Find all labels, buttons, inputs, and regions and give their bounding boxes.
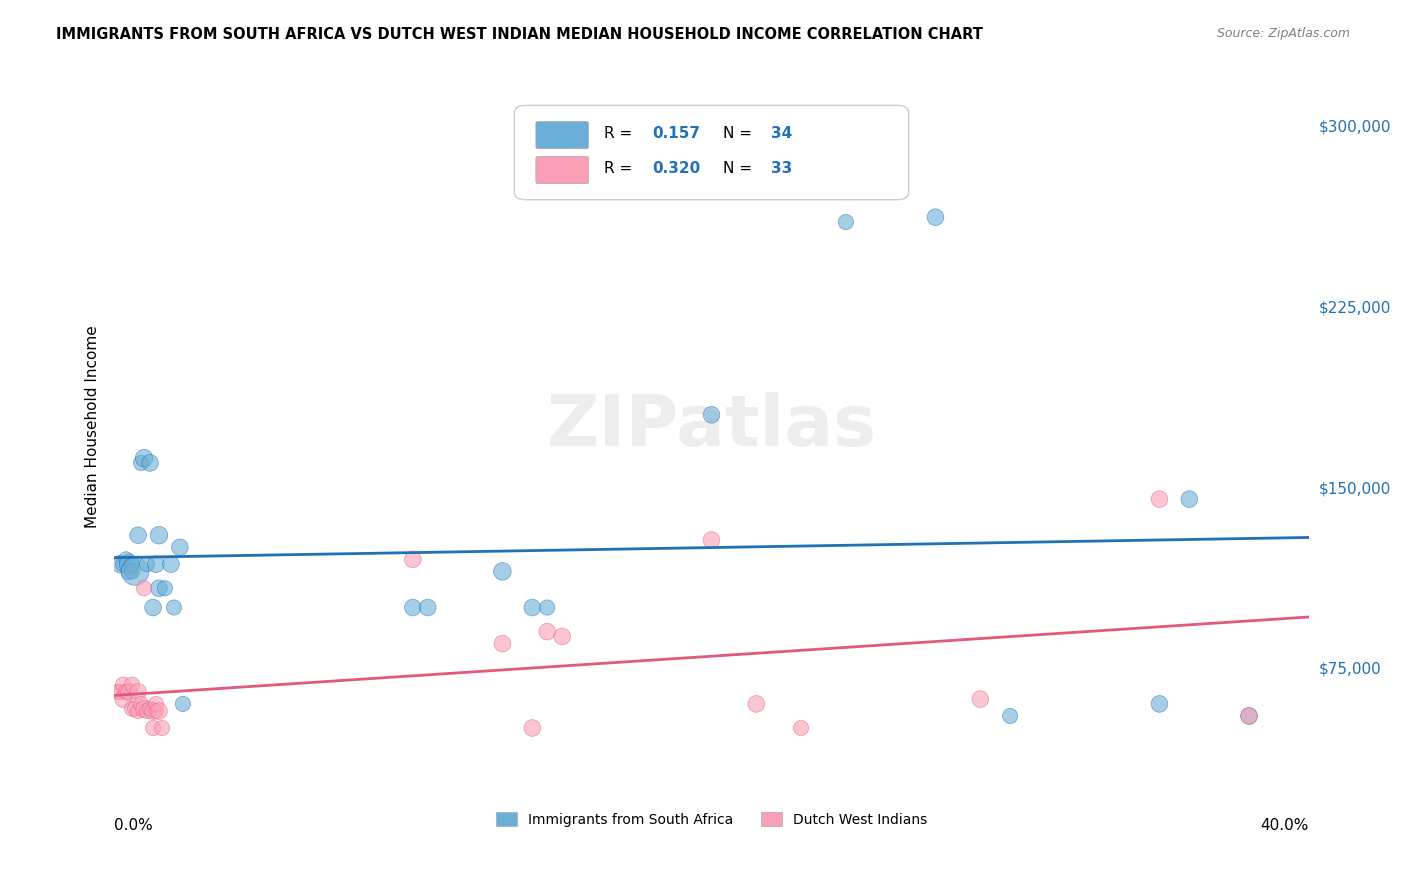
- Point: [145, 557, 167, 571]
- Text: R =: R =: [605, 126, 637, 141]
- Point: [491, 565, 513, 579]
- Point: [1237, 709, 1260, 723]
- Point: [402, 552, 425, 566]
- Point: [1149, 492, 1171, 507]
- FancyBboxPatch shape: [536, 156, 589, 184]
- Text: 0.157: 0.157: [652, 126, 700, 141]
- Point: [700, 408, 723, 422]
- Text: R =: R =: [605, 161, 637, 176]
- Point: [108, 557, 131, 571]
- Point: [127, 704, 149, 718]
- Point: [127, 528, 149, 542]
- Point: [148, 528, 170, 542]
- Point: [148, 581, 170, 595]
- Point: [1149, 697, 1171, 711]
- Point: [112, 692, 135, 706]
- Point: [169, 541, 191, 555]
- Text: ZIPatlas: ZIPatlas: [547, 392, 876, 461]
- Point: [163, 600, 186, 615]
- Point: [118, 565, 141, 579]
- Text: 0.320: 0.320: [652, 161, 700, 176]
- Point: [536, 624, 558, 639]
- Point: [136, 557, 159, 571]
- Point: [132, 702, 155, 716]
- Point: [124, 565, 146, 579]
- Text: 40.0%: 40.0%: [1260, 818, 1309, 833]
- Point: [491, 637, 513, 651]
- FancyBboxPatch shape: [536, 121, 589, 149]
- Point: [835, 215, 858, 229]
- Point: [121, 565, 143, 579]
- Text: IMMIGRANTS FROM SOUTH AFRICA VS DUTCH WEST INDIAN MEDIAN HOUSEHOLD INCOME CORREL: IMMIGRANTS FROM SOUTH AFRICA VS DUTCH WE…: [56, 27, 983, 42]
- Point: [108, 685, 131, 699]
- Point: [139, 702, 162, 716]
- Point: [112, 557, 135, 571]
- Point: [1237, 709, 1260, 723]
- Point: [139, 456, 162, 470]
- Point: [969, 692, 991, 706]
- Point: [416, 600, 439, 615]
- Text: 0.0%: 0.0%: [114, 818, 153, 833]
- Point: [998, 709, 1021, 723]
- FancyBboxPatch shape: [515, 105, 908, 200]
- Point: [924, 210, 946, 224]
- Point: [160, 557, 183, 571]
- Point: [536, 600, 558, 615]
- Point: [148, 704, 170, 718]
- Point: [142, 600, 165, 615]
- Point: [522, 600, 544, 615]
- Text: 34: 34: [772, 126, 793, 141]
- Point: [551, 629, 574, 643]
- Point: [115, 685, 138, 699]
- Point: [136, 704, 159, 718]
- Legend: Immigrants from South Africa, Dutch West Indians: Immigrants from South Africa, Dutch West…: [491, 806, 932, 832]
- Point: [142, 721, 165, 735]
- Point: [121, 678, 143, 692]
- Point: [118, 557, 141, 571]
- Point: [150, 721, 173, 735]
- Point: [145, 697, 167, 711]
- Point: [129, 697, 152, 711]
- Point: [790, 721, 813, 735]
- Point: [745, 697, 768, 711]
- Point: [172, 697, 194, 711]
- Point: [132, 451, 155, 466]
- Point: [121, 702, 143, 716]
- Point: [1178, 492, 1201, 507]
- Text: 33: 33: [772, 161, 793, 176]
- Y-axis label: Median Household Income: Median Household Income: [86, 326, 100, 528]
- Point: [522, 721, 544, 735]
- Point: [129, 456, 152, 470]
- Point: [142, 704, 165, 718]
- Point: [145, 704, 167, 718]
- Text: Source: ZipAtlas.com: Source: ZipAtlas.com: [1216, 27, 1350, 40]
- Point: [124, 702, 146, 716]
- Point: [105, 685, 128, 699]
- Point: [115, 552, 138, 566]
- Point: [402, 600, 425, 615]
- Point: [112, 678, 135, 692]
- Point: [132, 581, 155, 595]
- Point: [121, 557, 143, 571]
- Text: N =: N =: [724, 161, 758, 176]
- Text: N =: N =: [724, 126, 758, 141]
- Point: [127, 685, 149, 699]
- Point: [153, 581, 176, 595]
- Point: [118, 685, 141, 699]
- Point: [700, 533, 723, 547]
